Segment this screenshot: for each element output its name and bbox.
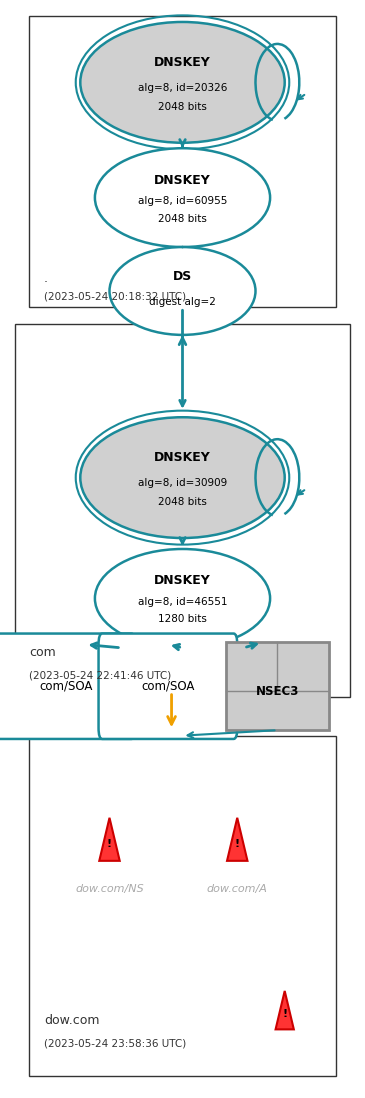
- Text: !: !: [282, 1009, 287, 1019]
- FancyBboxPatch shape: [226, 642, 328, 730]
- Text: 2048 bits: 2048 bits: [158, 213, 207, 224]
- Text: DS: DS: [173, 270, 192, 283]
- Text: digest alg=2: digest alg=2: [149, 296, 216, 307]
- Text: alg=8, id=30909: alg=8, id=30909: [138, 478, 227, 489]
- Text: dow.com/NS: dow.com/NS: [75, 884, 144, 894]
- Text: DNSKEY: DNSKEY: [154, 574, 211, 587]
- Polygon shape: [99, 818, 120, 861]
- Text: NSEC3: NSEC3: [256, 685, 299, 698]
- Ellipse shape: [80, 22, 285, 143]
- Text: (2023-05-24 23:58:36 UTC): (2023-05-24 23:58:36 UTC): [44, 1039, 186, 1049]
- Text: .: .: [44, 272, 48, 285]
- Text: 2048 bits: 2048 bits: [158, 496, 207, 507]
- Ellipse shape: [80, 417, 285, 538]
- Text: !: !: [107, 839, 112, 849]
- Text: DNSKEY: DNSKEY: [154, 173, 211, 187]
- Text: DNSKEY: DNSKEY: [154, 451, 211, 464]
- Text: dow.com: dow.com: [44, 1013, 99, 1027]
- Text: com: com: [29, 646, 56, 659]
- Text: com/SOA: com/SOA: [39, 680, 92, 693]
- FancyBboxPatch shape: [0, 634, 135, 739]
- Text: alg=8, id=46551: alg=8, id=46551: [138, 596, 227, 607]
- FancyBboxPatch shape: [99, 634, 237, 739]
- FancyBboxPatch shape: [15, 324, 350, 697]
- Text: (2023-05-24 20:18:32 UTC): (2023-05-24 20:18:32 UTC): [44, 292, 186, 302]
- Ellipse shape: [95, 148, 270, 247]
- FancyBboxPatch shape: [29, 16, 336, 307]
- Polygon shape: [227, 818, 247, 861]
- Text: DNSKEY: DNSKEY: [154, 56, 211, 69]
- Text: com/SOA: com/SOA: [141, 680, 195, 693]
- Text: (2023-05-24 22:41:46 UTC): (2023-05-24 22:41:46 UTC): [29, 671, 172, 681]
- Text: 1280 bits: 1280 bits: [158, 614, 207, 625]
- Text: dow.com/A: dow.com/A: [207, 884, 268, 894]
- Text: alg=8, id=20326: alg=8, id=20326: [138, 82, 227, 93]
- Polygon shape: [276, 990, 294, 1030]
- Text: !: !: [235, 839, 240, 849]
- Ellipse shape: [95, 549, 270, 648]
- FancyBboxPatch shape: [29, 736, 336, 1076]
- Ellipse shape: [110, 247, 256, 335]
- Text: alg=8, id=60955: alg=8, id=60955: [138, 195, 227, 206]
- Text: 2048 bits: 2048 bits: [158, 101, 207, 112]
